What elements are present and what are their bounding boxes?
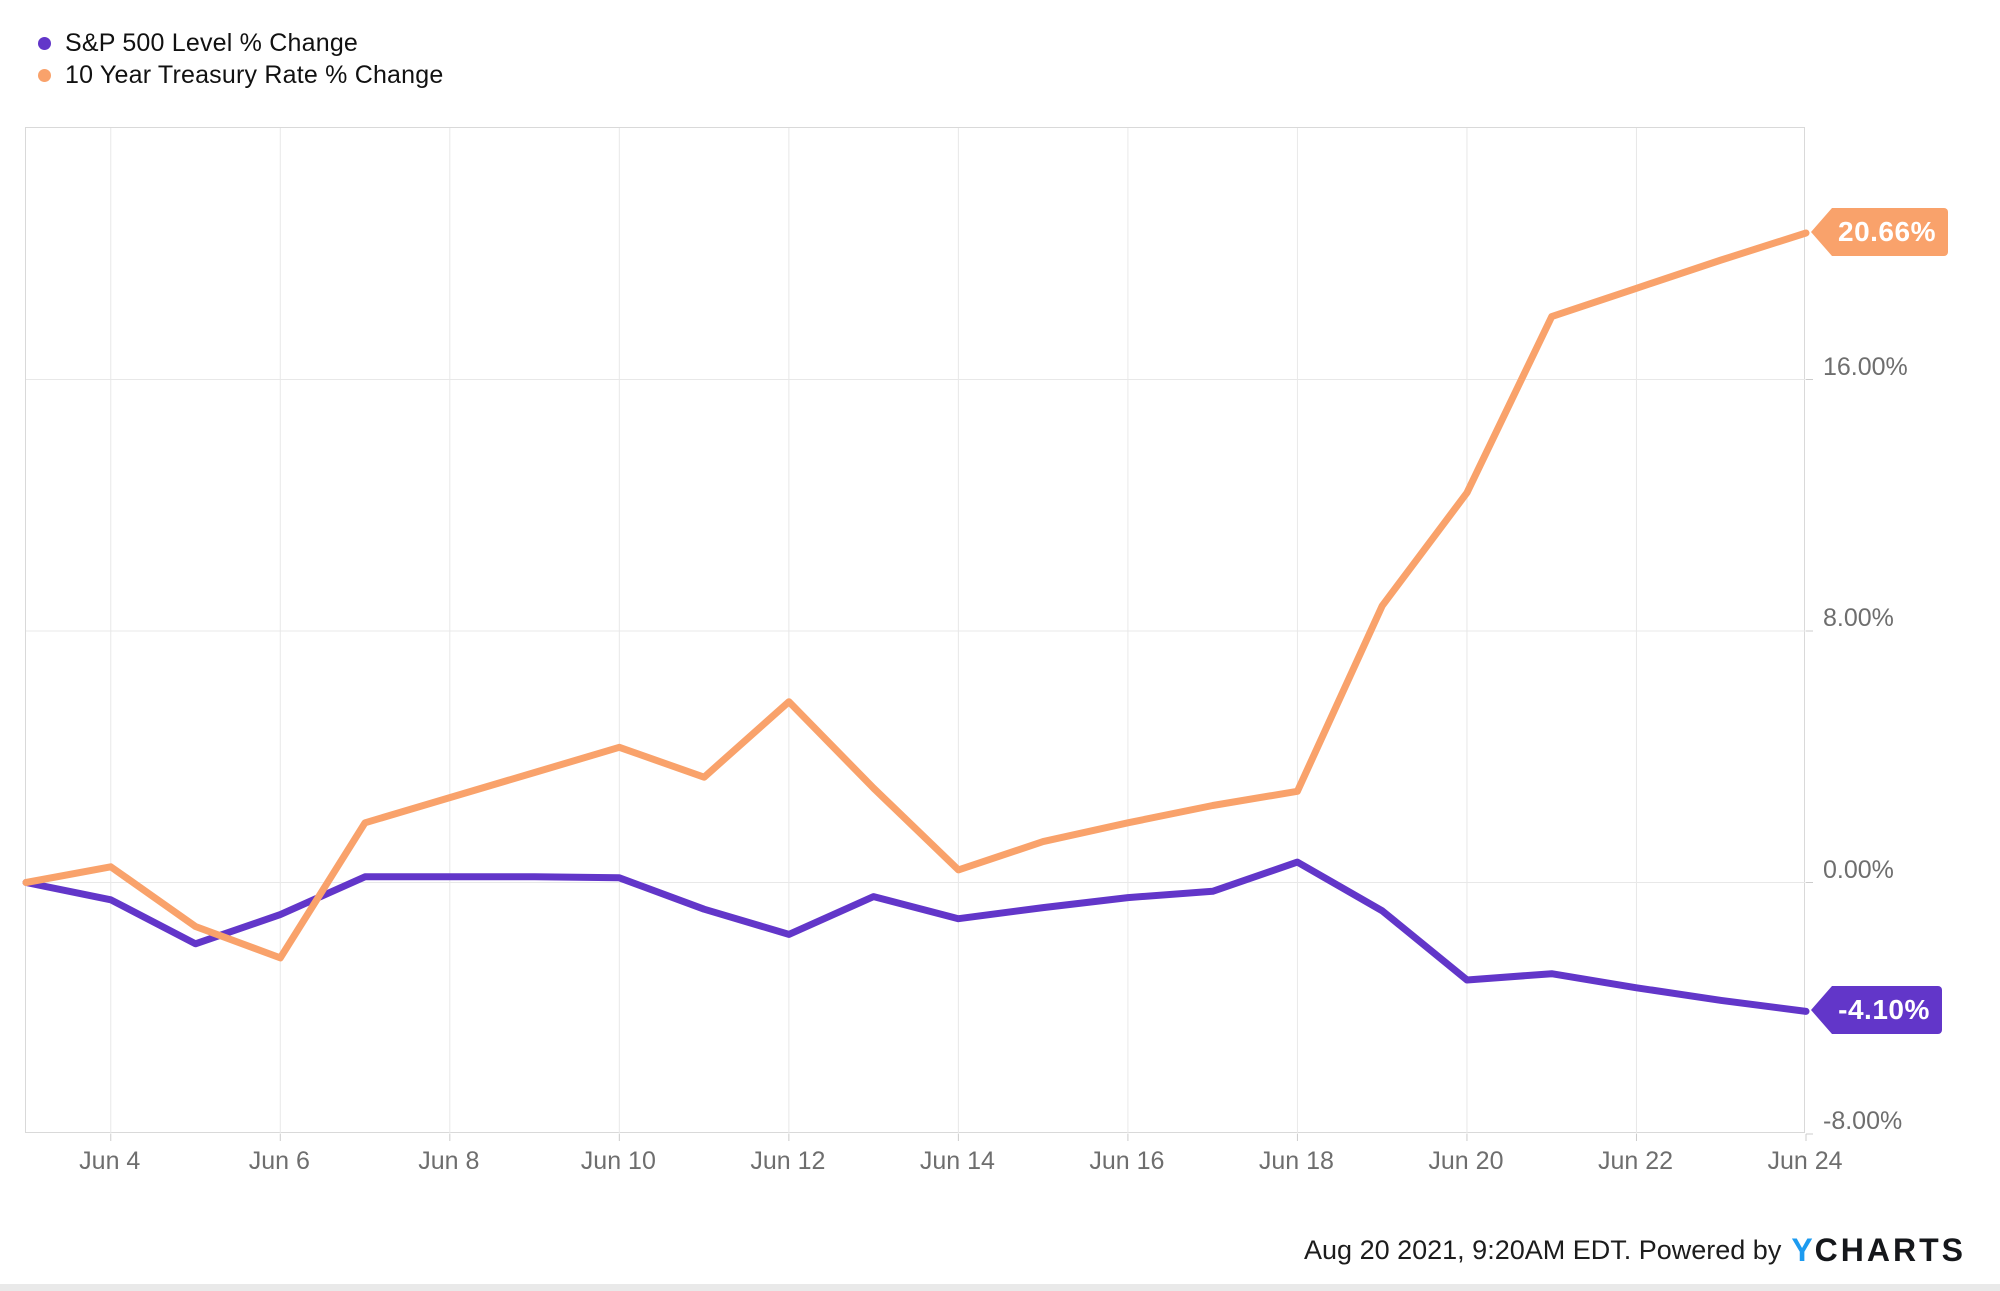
chart-legend: S&P 500 Level % Change 10 Year Treasury … (38, 27, 443, 91)
treasury-end-value-badge: 20.66% (1811, 208, 1948, 256)
legend-item-sp500: S&P 500 Level % Change (38, 27, 443, 59)
ycharts-logo-y: Y (1791, 1232, 1816, 1268)
treasury-end-value: 20.66% (1838, 216, 1936, 247)
ycharts-logo-charts: CHARTS (1814, 1232, 1966, 1268)
treasury-legend-label: 10 Year Treasury Rate % Change (65, 60, 444, 89)
x-axis-label: Jun 24 (1767, 1147, 1843, 1175)
sp500-end-value-badge: -4.10% (1811, 986, 1942, 1035)
x-axis-label: Jun 14 (919, 1147, 995, 1175)
chart-svg (22, 128, 1813, 1141)
x-axis-label: Jun 18 (1258, 1147, 1334, 1175)
y-axis-label: -8.00% (1823, 1107, 1903, 1135)
x-axis-label: Jun 8 (418, 1147, 480, 1175)
treasury-legend-dot-icon (38, 68, 51, 82)
x-axis: Jun 4 Jun 6 Jun 8 Jun 10 Jun 12 Jun 14 Jun 16 J… (25, 1147, 1842, 1187)
y-axis-label: 0.00% (1823, 855, 1894, 884)
y-axis: 16.00% 8.00% 0.00% -8.00% (1823, 0, 1993, 1291)
x-axis-label: Jun 4 (79, 1147, 141, 1175)
y-axis-label: 16.00% (1823, 352, 1908, 381)
x-axis-label: Jun 10 (580, 1147, 656, 1175)
treasury-line (22, 229, 1810, 962)
ycharts-logo: Y CHARTS (1791, 1232, 1966, 1269)
sp500-end-value: -4.10% (1838, 994, 1930, 1026)
sp500-legend-label: S&P 500 Level % Change (65, 28, 359, 57)
legend-item-treasury: 10 Year Treasury Rate % Change (38, 59, 443, 91)
attribution-text: Aug 20 2021, 9:20AM EDT. Powered by (1304, 1235, 1782, 1265)
x-axis-label: Jun 6 (248, 1147, 310, 1175)
x-axis-label: Jun 16 (1089, 1147, 1165, 1175)
x-axis-label: Jun 22 (1597, 1147, 1673, 1175)
y-axis-label: 8.00% (1823, 604, 1894, 632)
sp500-legend-dot-icon (38, 36, 51, 50)
x-axis-label: Jun 20 (1428, 1147, 1504, 1175)
plot-area (22, 127, 1813, 1141)
x-axis-label: Jun 12 (750, 1147, 826, 1175)
bottom-divider (0, 1284, 2000, 1291)
footer: Aug 20 2021, 9:20AM EDT. Powered by Y CHA… (1304, 1232, 1966, 1269)
